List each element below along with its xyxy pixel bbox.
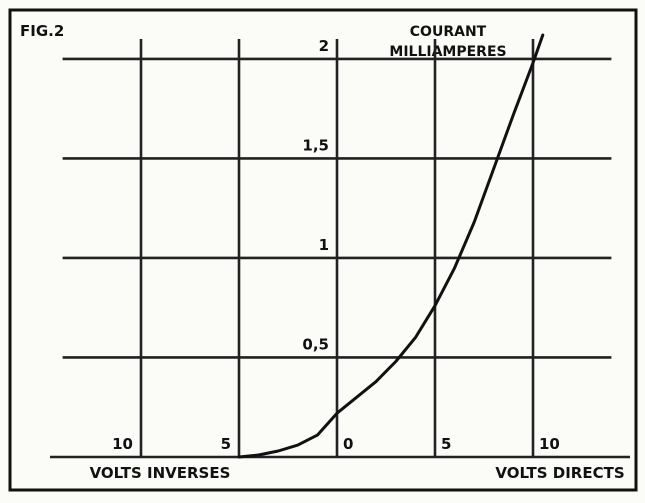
x-tick-label: 10 [112, 435, 133, 453]
y-axis-label: MILLIAMPERES [389, 44, 506, 60]
curve [237, 33, 545, 459]
chart-title: FIG.2 [20, 22, 64, 40]
x-axis-label: VOLTS INVERSES [90, 464, 231, 482]
y-tick-label: 0,5 [302, 335, 329, 353]
y-tick-label: 1,5 [302, 136, 329, 154]
frame [8, 8, 638, 492]
x-tick-label: 5 [441, 435, 451, 453]
y-tick-label: 2 [319, 37, 329, 55]
x-tick-label: 5 [221, 435, 231, 453]
y-tick-label: 1 [319, 236, 329, 254]
x-tick-label: 0 [343, 435, 353, 453]
x-tick-label: 10 [539, 435, 560, 453]
y-axis-label: COURANT [410, 24, 487, 40]
x-axis-label: VOLTS DIRECTS [495, 464, 624, 482]
